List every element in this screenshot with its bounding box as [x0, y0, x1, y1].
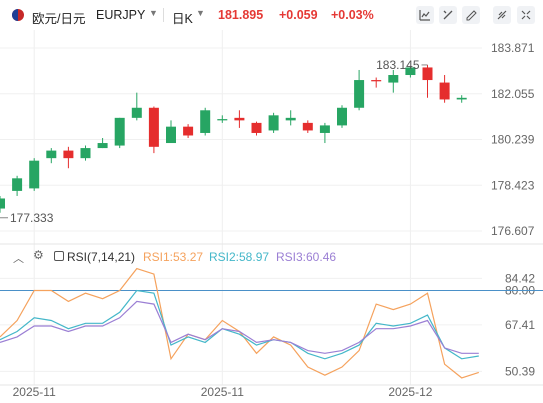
candle [46, 150, 57, 159]
y-tick-label: 182.055 [491, 87, 535, 101]
candle [131, 107, 142, 118]
price-change: +0.059 [279, 8, 318, 22]
symbol-code[interactable]: EURJPY [96, 8, 146, 22]
candle [371, 80, 382, 82]
candle [439, 82, 450, 100]
header-divider [163, 8, 164, 22]
rsi-indicator-name: RSI(7,14,21) [67, 250, 136, 264]
x-tick-label: 2025-12 [388, 385, 432, 399]
draw-tool-icon[interactable] [493, 6, 511, 24]
candle [29, 160, 40, 189]
candle [166, 126, 176, 144]
candle [97, 143, 108, 149]
rsi1-value: RSI1:53.27 [143, 250, 204, 264]
candle [354, 80, 365, 108]
x-tick-label: 2025-11 [13, 385, 56, 399]
y-tick-label: 176.607 [491, 224, 535, 238]
period-dropdown-icon[interactable]: ▼ [196, 8, 205, 18]
candle [148, 107, 159, 147]
candle [251, 122, 262, 133]
candle [268, 115, 279, 131]
rsi3-value: RSI3:60.46 [276, 250, 337, 264]
rsi-series-rsi3 [0, 300, 479, 354]
indicator-toggle-icon[interactable] [54, 251, 64, 261]
candle [405, 67, 416, 76]
candle [80, 148, 91, 159]
candle [234, 117, 245, 121]
settings-icon[interactable] [462, 6, 480, 24]
candle [456, 97, 467, 100]
indicator-icon[interactable] [439, 6, 457, 24]
last-price: 181.895 [218, 8, 264, 22]
low-annotation: 177.333 [10, 211, 54, 225]
candle [285, 117, 296, 121]
high-annotation: 183.145 [376, 58, 420, 72]
fullscreen-icon[interactable] [517, 6, 535, 24]
rsi-series-rsi2 [0, 289, 479, 360]
symbol-dropdown-icon[interactable]: ▼ [149, 8, 158, 18]
y-tick-label: 183.871 [491, 41, 535, 55]
price-change-percent: +0.03% [331, 8, 374, 22]
candle [302, 122, 313, 131]
symbol-name-cn[interactable]: 欧元/日元 [32, 12, 86, 26]
candle [63, 150, 74, 159]
candle [388, 75, 399, 83]
indicator-settings-icon[interactable]: ⚙ [33, 248, 44, 262]
period-selector[interactable]: 日K [172, 12, 193, 26]
candle [200, 110, 211, 133]
x-tick-label: 2025-11 [201, 385, 244, 399]
y-tick-label: 178.423 [491, 178, 535, 192]
currency-flag-icon [12, 9, 24, 21]
rsi2-value: RSI2:58.97 [209, 250, 270, 264]
visibility-icon[interactable]: ︿ [13, 253, 24, 265]
rsi-tick-label: 84.42 [505, 271, 535, 285]
y-tick-label: 180.239 [491, 133, 535, 147]
candle [0, 198, 5, 209]
candle [422, 67, 433, 81]
candle [217, 119, 228, 121]
candle [319, 125, 330, 133]
candle [183, 126, 194, 136]
chart-type-icon[interactable] [416, 6, 434, 24]
candle [114, 117, 125, 146]
candle [337, 107, 347, 126]
candle [12, 178, 23, 191]
rsi-tick-label: 67.41 [505, 318, 535, 332]
rsi-tick-label: 50.39 [505, 364, 535, 378]
